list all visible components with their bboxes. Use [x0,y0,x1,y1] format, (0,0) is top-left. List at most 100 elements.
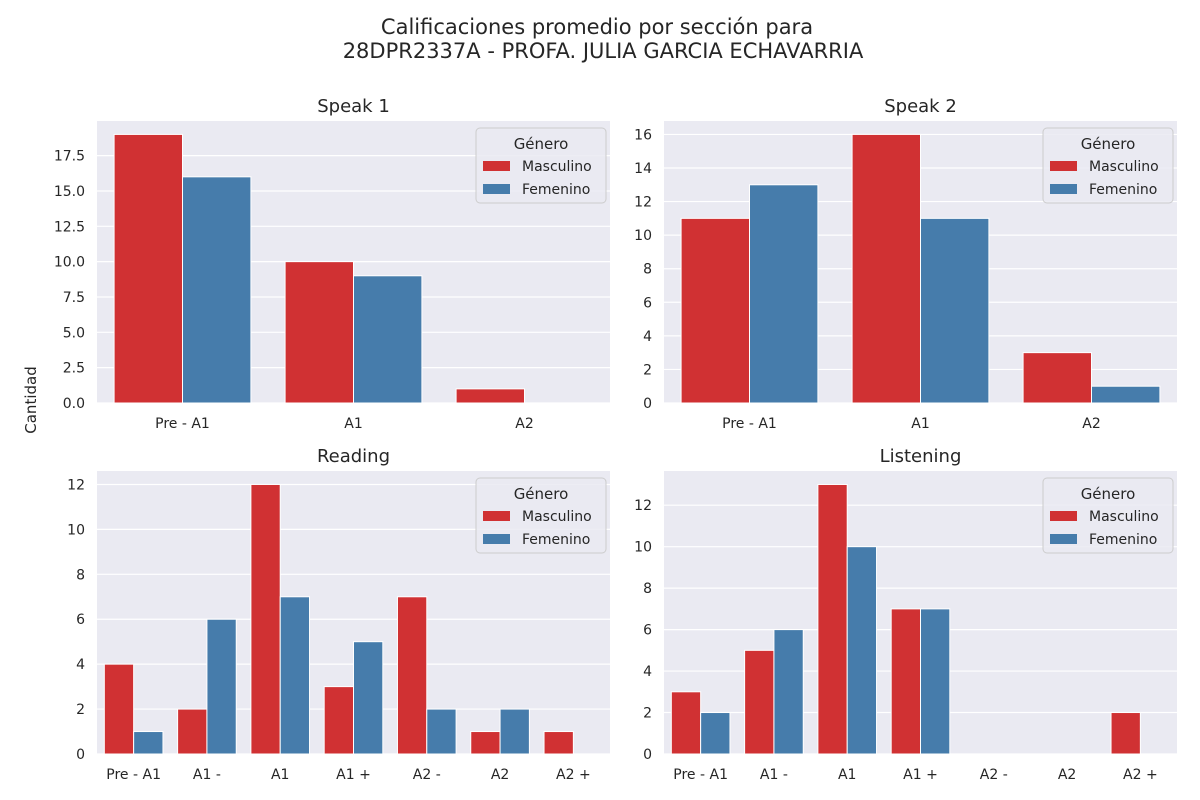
x-tick-label: A1 [271,767,289,783]
y-axis-label: Cantidad [22,366,40,433]
legend-label: Masculino [522,509,592,525]
legend: Género Masculino Femenino [1042,477,1174,554]
x-tick-label: A2 [1058,767,1076,783]
bar [920,217,990,404]
x-tick-label: A1 [344,416,362,432]
y-tick-label: 8 [643,581,652,597]
bar [744,649,775,755]
legend-swatch [483,184,510,194]
panel-title: Listening [880,446,962,467]
bar [670,691,702,755]
legend-title: Género [1081,485,1136,503]
bar [284,261,355,404]
bar [846,546,878,755]
legend: Género Masculino Femenino [1042,127,1174,204]
x-tick-label: A1 + [903,767,938,783]
y-tick-label: 10 [634,228,652,244]
y-tick-label: 0 [76,747,85,763]
y-tick-label: 12.5 [54,219,85,235]
chart-panel: 0 2 4 6 8 10 12 14 16 Pre - A1 A1 A2 Speak 2 Género Ma… [634,96,1177,432]
x-tick-label: A1 - [193,767,221,783]
bar [817,483,848,755]
bar [182,176,252,404]
y-tick-label: 2 [643,706,652,722]
x-tick-label: A2 [491,767,509,783]
bar [680,217,750,404]
x-tick-label: A1 + [336,767,371,783]
x-tick-label: Pre - A1 [722,416,777,432]
y-tick-label: 6 [643,623,652,639]
x-tick-label: A2 - [980,767,1008,783]
x-tick-label: A2 + [1123,767,1158,783]
y-tick-label: 8 [643,262,652,278]
figure-title-line-2: 28DPR2337A - PROFA. JULIA GARCIA ECHAVAR… [343,39,864,63]
x-tick-label: A2 + [556,767,591,783]
legend-swatch [1050,534,1077,544]
bar [426,708,457,755]
y-tick-label: 4 [643,329,652,345]
panel-title: Speak 2 [884,96,957,117]
y-tick-label: 7.5 [63,290,85,306]
legend-label: Femenino [1089,182,1157,198]
y-tick-label: 15.0 [54,184,85,200]
bar [543,731,574,755]
legend-swatch [483,534,510,544]
bar [103,663,135,755]
bar [1110,712,1141,755]
y-tick-label: 4 [76,657,85,673]
legend-swatch [1050,184,1077,194]
bar [113,133,183,404]
y-tick-label: 10 [634,540,652,556]
legend-swatch [483,511,510,521]
chart-panel: 0 2 4 6 8 10 12 Pre - A1 A1 - A1 A1 + A2 - A2 A2 + Rea… [67,446,610,783]
y-tick-label: 2 [643,362,652,378]
bar [470,731,501,755]
y-tick-label: 0.0 [63,396,85,412]
legend-label: Masculino [1089,509,1159,525]
bar [353,275,423,404]
y-tick-label: 6 [643,295,652,311]
y-tick-label: 4 [643,664,652,680]
bar [455,388,526,404]
y-tick-label: 17.5 [54,149,85,165]
x-tick-label: A1 [911,416,929,432]
x-tick-label: A2 [515,416,533,432]
y-tick-label: 12 [634,195,652,211]
x-tick-label: A2 - [413,767,441,783]
x-tick-label: A2 [1082,416,1100,432]
bar [279,596,311,755]
legend-label: Femenino [1089,532,1157,548]
bar [1091,385,1161,404]
bar [920,608,951,755]
bar [890,608,922,755]
y-tick-label: 8 [76,567,85,583]
bar [177,708,208,755]
legend: Género Masculino Femenino [475,477,607,554]
bar [250,483,281,755]
bar [396,596,428,755]
bar [700,712,731,755]
x-tick-label: A1 [838,767,856,783]
y-tick-label: 2 [76,702,85,718]
bar [749,184,819,404]
panel-title: Reading [317,446,390,467]
bar [323,686,354,755]
legend-swatch [483,161,510,171]
y-tick-label: 14 [634,161,652,177]
chart-panel: 0 2 4 6 8 10 12 Pre - A1 A1 - A1 A1 + A2 - A2 A2 + Lis… [634,446,1177,783]
bar [206,618,237,755]
bar [1022,352,1092,404]
x-tick-label: Pre - A1 [155,416,210,432]
x-tick-label: Pre - A1 [673,767,728,783]
legend-swatch [1050,161,1077,171]
x-tick-label: Pre - A1 [106,767,161,783]
legend-swatch [1050,511,1077,521]
y-tick-label: 12 [67,477,85,493]
legend-label: Masculino [1089,159,1159,175]
bar [499,708,530,755]
legend-title: Género [514,135,569,153]
panel-title: Speak 1 [317,96,390,117]
chart-panel: 0.0 2.5 5.0 7.5 10.0 12.5 15.0 17.5 Pre - A1 A1 A2… [54,96,610,432]
legend-label: Femenino [522,532,590,548]
legend-title: Género [514,485,569,503]
